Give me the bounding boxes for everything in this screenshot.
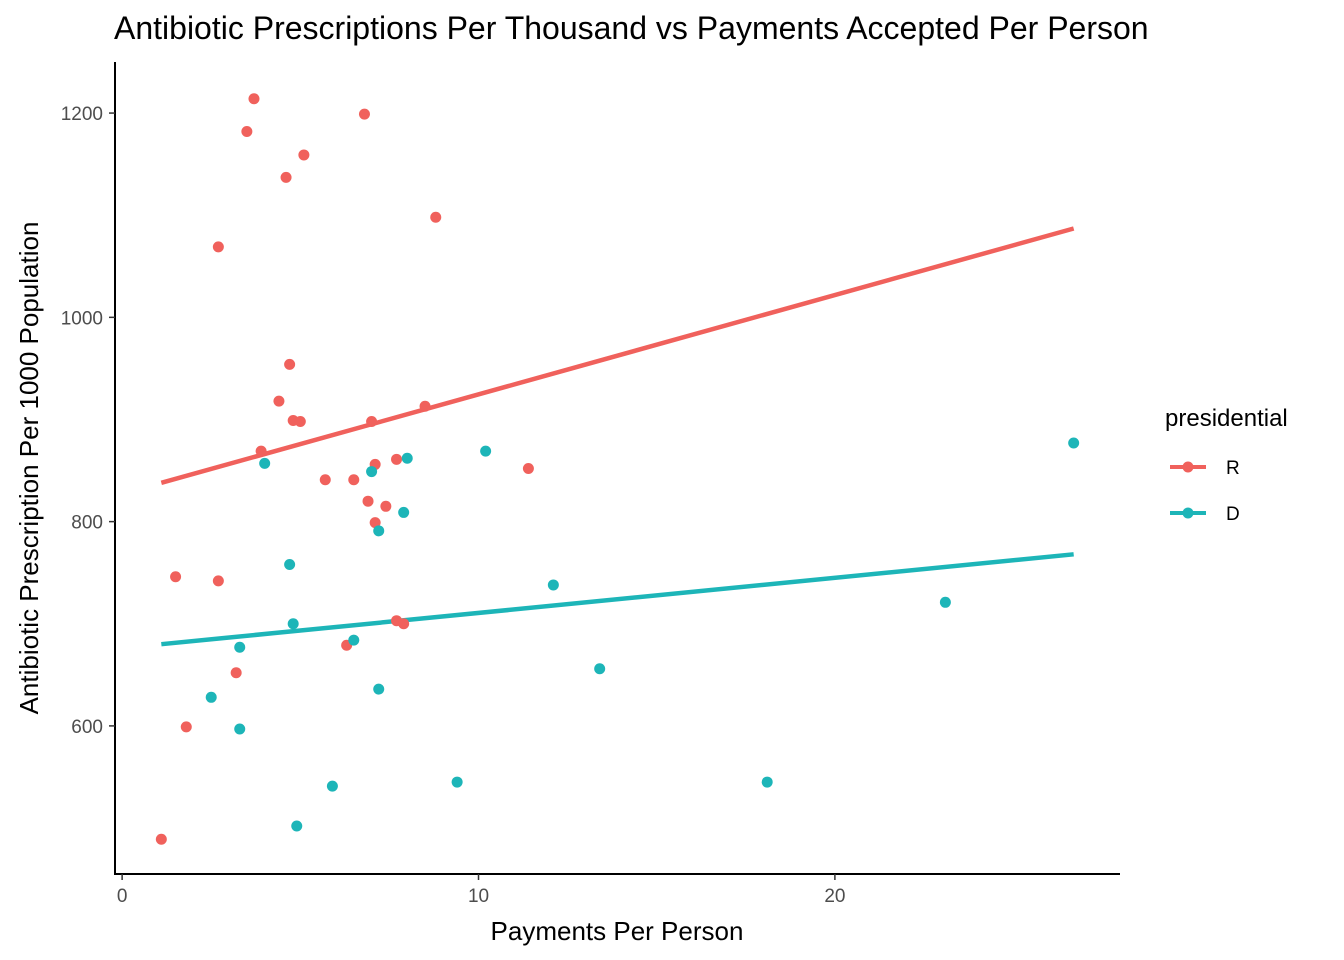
data-point-d: [287, 618, 299, 630]
legend-key-point-d: [1182, 507, 1194, 519]
data-point-r: [212, 241, 224, 253]
legend-entry-r: R: [1170, 458, 1240, 479]
chart-title: Antibiotic Prescriptions Per Thousand vs…: [114, 10, 1149, 46]
data-point-r: [522, 463, 534, 475]
plot-area: [155, 93, 1080, 845]
data-point-d: [398, 506, 410, 518]
fit-line-d: [161, 552, 1074, 647]
data-point-r: [366, 416, 378, 428]
data-point-d: [259, 457, 271, 469]
data-point-d: [373, 525, 385, 537]
data-point-r: [212, 575, 224, 587]
legend-key-point-r: [1182, 461, 1194, 473]
data-point-d: [939, 596, 951, 608]
data-point-d: [234, 641, 246, 653]
legend-title: presidential: [1165, 405, 1288, 432]
data-point-r: [430, 211, 442, 223]
data-point-r: [319, 474, 331, 486]
x-tick-label: 20: [824, 886, 845, 907]
data-point-r: [170, 571, 182, 583]
fit-lines: [160, 226, 1075, 647]
data-point-r: [230, 667, 242, 679]
y-tick-label: 1200: [61, 104, 103, 125]
y-tick-label: 1000: [61, 308, 103, 329]
y-axis-title: Antibiotic Prescription Per 1000 Populat…: [14, 222, 44, 715]
x-tick-label: 0: [117, 886, 128, 907]
data-point-d: [291, 820, 303, 832]
data-point-d: [594, 663, 606, 675]
data-point-d: [1068, 437, 1080, 449]
data-point-r: [155, 833, 167, 845]
data-point-d: [761, 776, 773, 788]
data-point-r: [284, 358, 296, 370]
data-points: [155, 93, 1080, 845]
data-point-d: [326, 780, 338, 792]
data-point-r: [241, 125, 253, 137]
data-point-r: [180, 721, 192, 733]
data-point-r: [398, 618, 410, 630]
data-point-d: [373, 683, 385, 695]
data-point-d: [366, 466, 378, 478]
data-point-r: [255, 445, 267, 457]
data-point-d: [451, 776, 463, 788]
legend: presidential R D: [1165, 405, 1288, 525]
data-point-r: [280, 171, 292, 183]
data-point-r: [294, 416, 306, 428]
data-point-r: [273, 395, 285, 407]
y-tick-label: 600: [71, 717, 103, 738]
x-axis-ticks: 0 10 20: [117, 874, 845, 907]
data-point-d: [401, 452, 413, 464]
data-point-r: [391, 453, 403, 465]
x-axis-title: Payments Per Person: [491, 916, 744, 946]
data-point-r: [348, 474, 360, 486]
data-point-r: [358, 108, 370, 120]
data-point-r: [362, 495, 374, 507]
data-point-r: [248, 93, 260, 105]
data-point-r: [419, 400, 431, 412]
data-point-d: [284, 559, 296, 571]
y-tick-label: 800: [71, 513, 103, 534]
data-point-d: [205, 691, 217, 703]
x-tick-label: 10: [468, 886, 489, 907]
data-point-d: [480, 445, 492, 457]
y-axis-ticks: 600 800 1000 1200: [61, 104, 115, 738]
data-point-d: [348, 634, 360, 646]
data-point-r: [298, 149, 310, 161]
data-point-d: [547, 579, 559, 591]
legend-entry-d: D: [1170, 504, 1240, 525]
legend-label-r: R: [1226, 458, 1240, 479]
data-point-d: [234, 723, 246, 735]
fit-line-r: [160, 226, 1075, 485]
legend-label-d: D: [1226, 504, 1240, 525]
data-point-r: [380, 500, 392, 512]
